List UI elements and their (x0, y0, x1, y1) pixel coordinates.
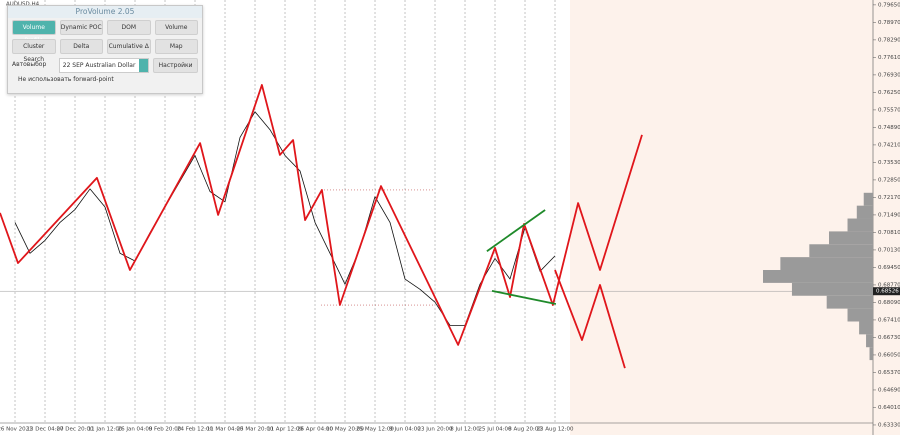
volume-profile-bar (847, 218, 873, 232)
button[interactable]: Volume Profile (12, 20, 56, 44)
volume-profile-bar (859, 321, 873, 335)
y-tick-label: 0.74210 (878, 142, 900, 148)
x-tick-label: 26 Nov 2021 (0, 427, 33, 433)
y-tick-label: 0.66050 (878, 352, 900, 358)
y-tick-label: 0.68770 (878, 282, 900, 288)
x-tick-label: 26 Apr 04:00 (297, 427, 333, 433)
x-tick-label: 25 Mar 20:00 (237, 427, 274, 433)
symbol-label: AUDUSD,H4 (6, 2, 40, 8)
y-tick-label: 0.74890 (878, 125, 900, 131)
x-tick-label: 11 Jan 12:00 (88, 427, 123, 433)
current-price-box (873, 287, 900, 296)
volume-profile-bar (847, 308, 873, 322)
button[interactable]: DOM (107, 20, 151, 35)
volume-profile-bar (791, 282, 873, 296)
y-tick-label: 0.69450 (878, 265, 900, 271)
y-tick-label: 0.72850 (878, 177, 900, 183)
y-tick-label: 0.70810 (878, 230, 900, 236)
x-tick-label: 9 Jun 04:00 (389, 427, 421, 433)
x-tick-label: 27 Dec 20:00 (57, 427, 94, 433)
current-price-label: 0.68526 (876, 289, 899, 295)
y-tick-label: 0.64690 (878, 387, 900, 393)
x-tick-label: 26 Jan 04:00 (118, 427, 153, 433)
x-tick-label: 13 Dec 04:00 (27, 427, 64, 433)
wave-line (554, 269, 626, 369)
x-tick-label: 23 Jun 20:00 (418, 427, 453, 433)
wave-line (486, 209, 546, 252)
volume-profile-bar (829, 231, 873, 245)
provolume-panel: ProVolume 2.05 Volume ProfileDynamic POC… (7, 5, 203, 94)
settings-button[interactable]: Настройки (153, 58, 198, 73)
volume-profile-bar (869, 347, 873, 361)
forward-point-option[interactable]: Не использовать forward-point (18, 76, 114, 83)
volume-profile-bar (863, 192, 873, 206)
x-tick-label: 11 Apr 12:00 (267, 427, 303, 433)
y-tick-label: 0.65370 (878, 370, 900, 376)
y-tick-label: 0.73530 (878, 160, 900, 166)
y-tick-label: 0.75570 (878, 107, 900, 113)
button[interactable]: Cumulative Δ (107, 39, 151, 54)
volume-profile-bar (763, 270, 873, 283)
button[interactable]: Volume (154, 20, 198, 35)
button[interactable]: Map (154, 39, 198, 54)
auto-select-checkbox[interactable]: Автовыбор (12, 61, 47, 68)
y-tick-label: 0.72170 (878, 195, 900, 201)
y-tick-label: 0.66730 (878, 335, 900, 341)
y-tick-label: 0.70130 (878, 247, 900, 253)
y-tick-label: 0.71490 (878, 212, 900, 218)
volume-profile-bar (826, 295, 873, 309)
y-tick-label: 0.68090 (878, 300, 900, 306)
instrument-dropdown[interactable]: 22 SEP Australian Dollar (58, 58, 150, 73)
button[interactable]: Cluster Search (12, 39, 56, 63)
x-tick-label: 10 May 20:00 (326, 427, 364, 433)
panel-title: ProVolume 2.05 (8, 6, 202, 18)
y-tick-label: 0.76930 (878, 72, 900, 78)
volume-profile-bar (856, 205, 873, 219)
x-tick-label: 23 Aug 12:00 (536, 427, 574, 433)
x-tick-label: 8 Aug 20:00 (508, 427, 542, 433)
y-tick-label: 0.79650 (878, 2, 900, 8)
x-tick-label: 9 Feb 20:00 (149, 427, 182, 433)
volume-profile-bar (780, 257, 873, 271)
x-tick-label: 11 Mar 04:00 (207, 427, 244, 433)
y-tick-label: 0.64010 (878, 405, 900, 411)
y-tick-label: 0.63330 (878, 422, 900, 428)
y-tick-label: 0.78970 (878, 20, 900, 26)
x-tick-label: 25 May 12:00 (356, 427, 394, 433)
wave-line (491, 289, 557, 305)
button[interactable]: Dynamic POC (59, 20, 103, 35)
button[interactable]: Delta (59, 39, 103, 54)
x-tick-label: 25 Jul 04:00 (479, 427, 512, 433)
x-tick-label: 24 Feb 12:00 (177, 427, 214, 433)
wave-line (0, 84, 643, 346)
y-tick-label: 0.76250 (878, 90, 900, 96)
y-tick-label: 0.77610 (878, 55, 900, 61)
volume-profile-bar (866, 334, 873, 348)
volume-profile-bar (809, 244, 873, 258)
y-tick-label: 0.67410 (878, 317, 900, 323)
y-tick-label: 0.78290 (878, 37, 900, 43)
x-tick-label: 8 Jul 12:00 (450, 427, 480, 433)
